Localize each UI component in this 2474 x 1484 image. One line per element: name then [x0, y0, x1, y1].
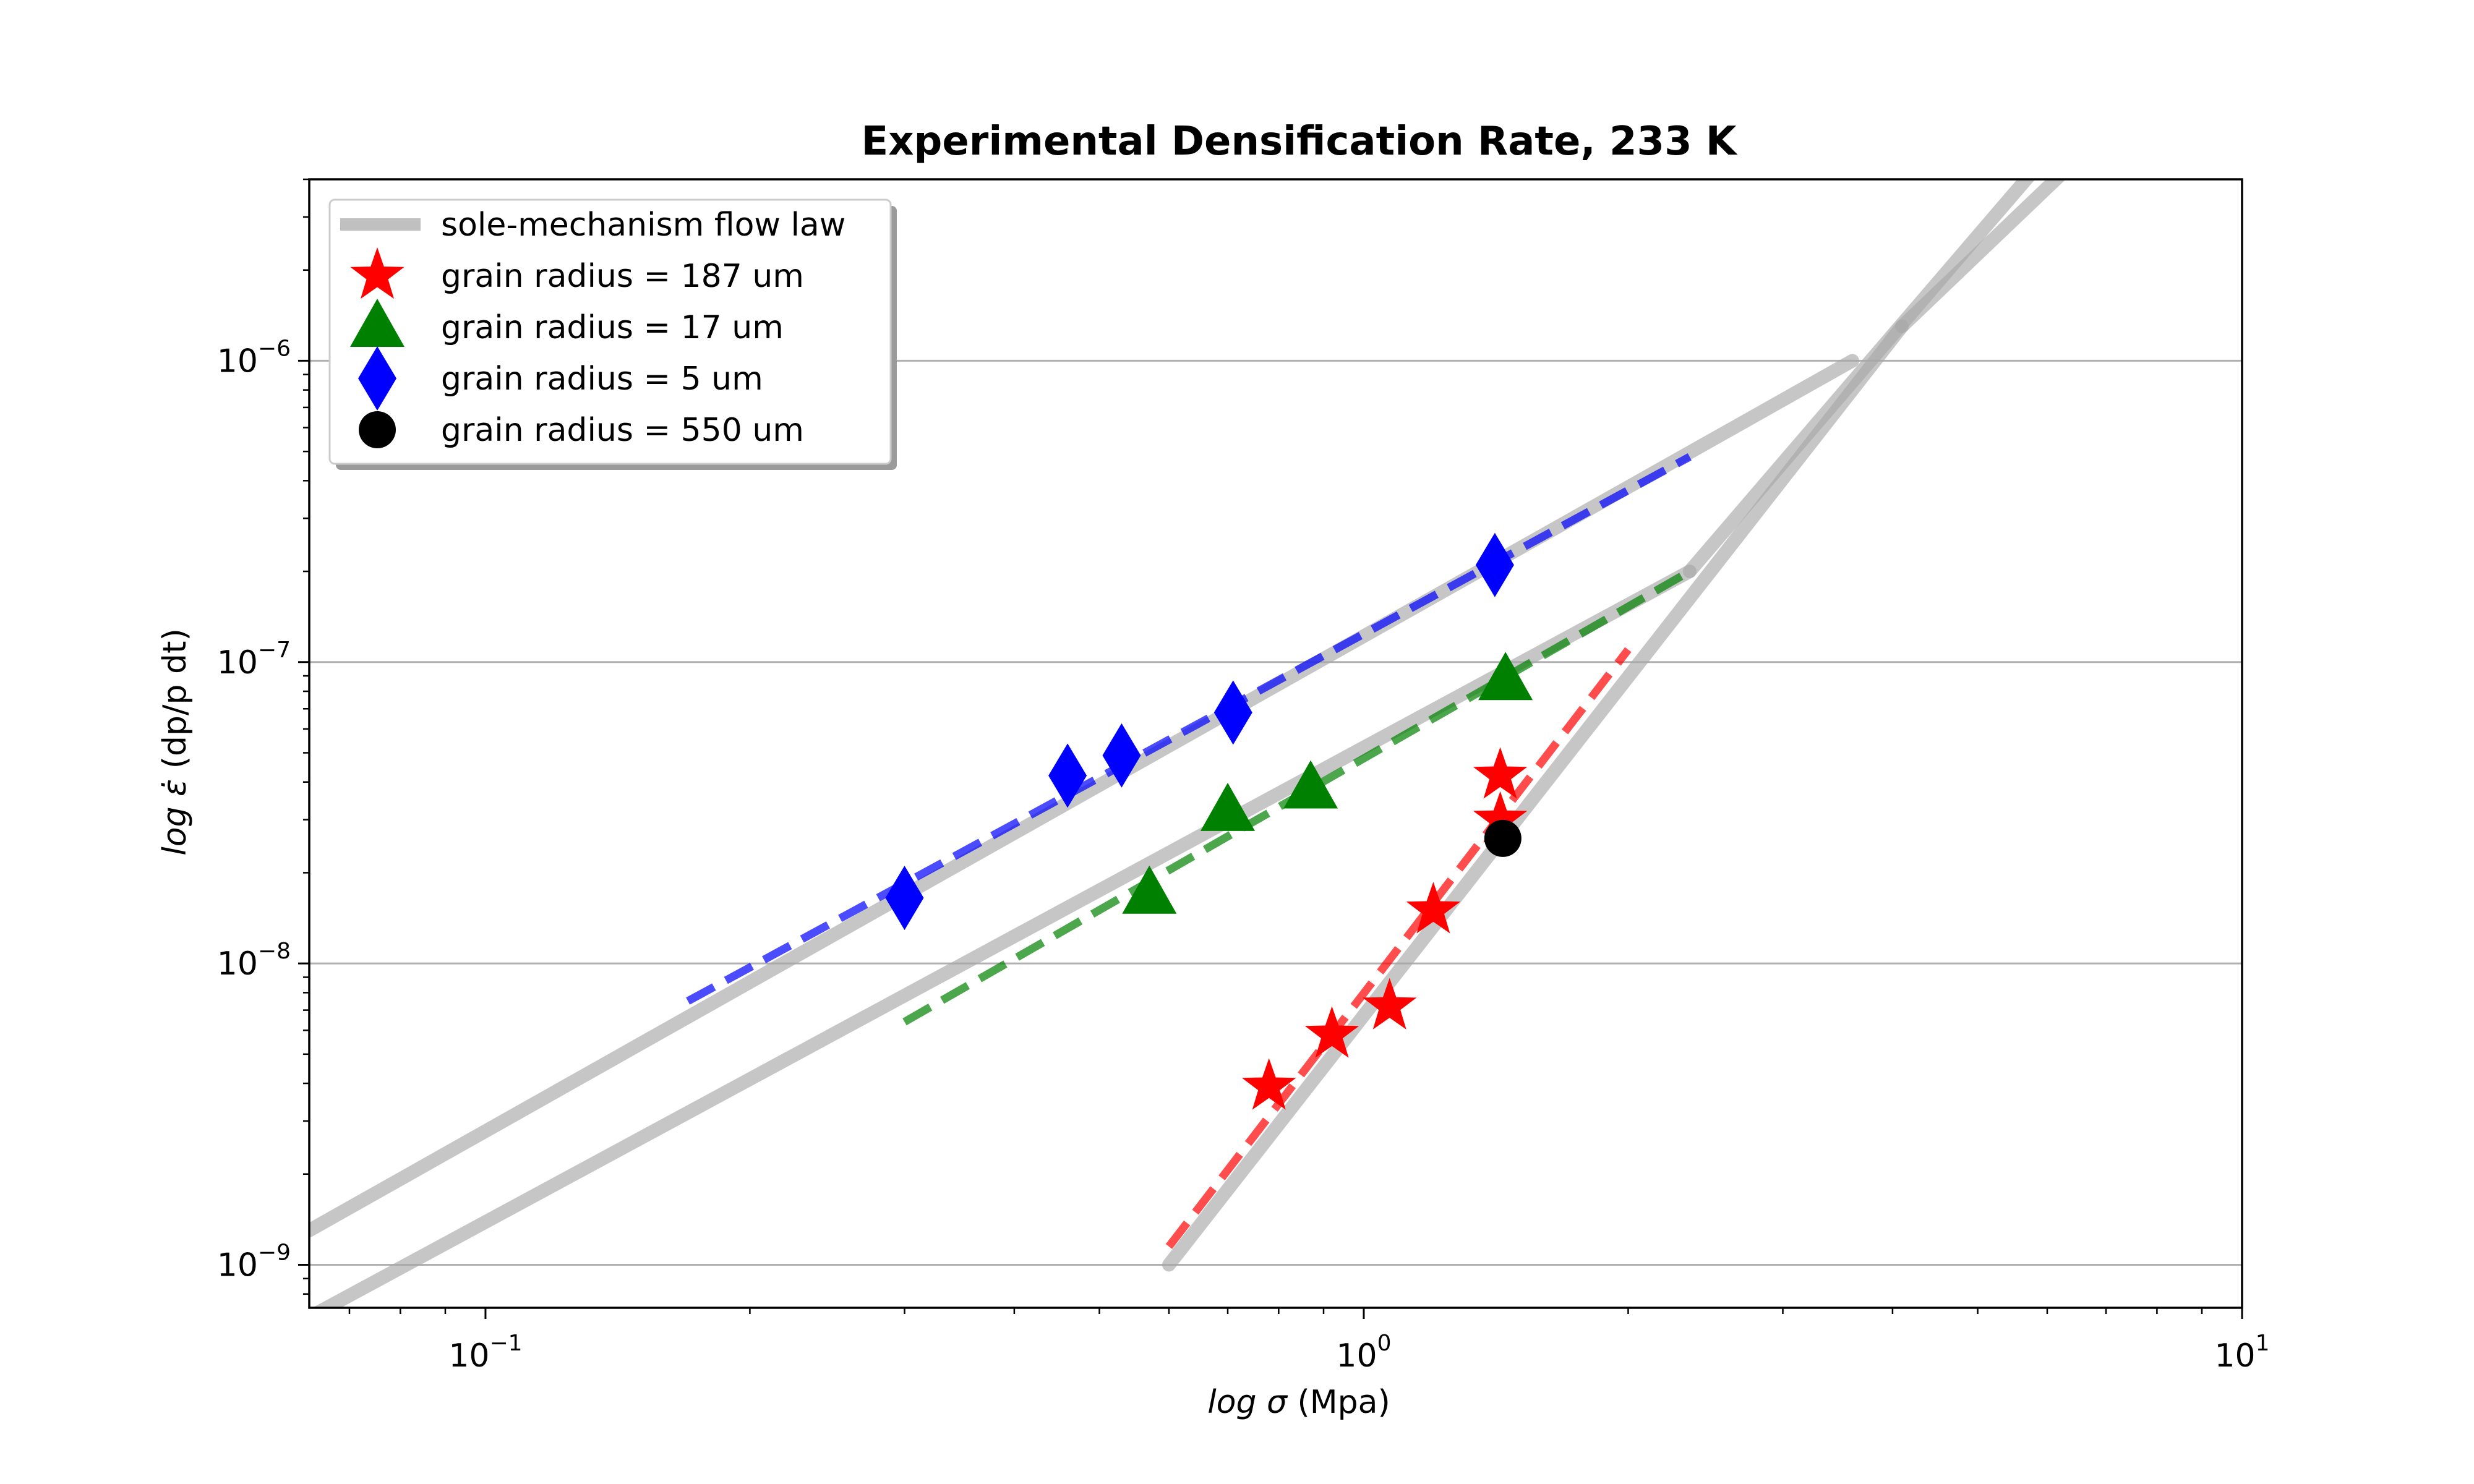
legend-series-label: grain radius = 187 um [441, 258, 804, 295]
data-points [885, 532, 1533, 1110]
fit-line [1165, 647, 1632, 1249]
legend: sole-mechanism flow law grain radius = 1… [328, 198, 897, 470]
data-point-star [1304, 1006, 1359, 1058]
y-axis-ticks: 10−910−810−710−6 [217, 178, 309, 1295]
x-axis-ticks: 10−1 100 101 [348, 1308, 2270, 1375]
y-tick-exp: −8 [258, 939, 291, 964]
y-tick-exp: −7 [258, 638, 291, 663]
y-axis-label-prefix: log [156, 806, 194, 855]
data-point-diamond [1475, 532, 1514, 597]
legend-box [328, 198, 892, 465]
y-axis-label-unit: (dp/p dt) [156, 628, 194, 769]
fit-lines [686, 453, 1692, 1249]
data-point-triangle [1478, 652, 1533, 701]
y-tick-label: 10−7 [217, 638, 291, 681]
plot-frame [308, 178, 2243, 1309]
legend-star-icon [350, 247, 404, 299]
x-tick-exp: 0 [1377, 1331, 1392, 1356]
y-tick-base: 10 [217, 945, 258, 983]
data-point-diamond [1048, 743, 1087, 808]
legend-series-label: grain radius = 17 um [441, 309, 784, 346]
flow-law-steep-b-line [1895, 179, 2066, 333]
x-tick-base: 10 [2214, 1337, 2255, 1375]
legend-diamond-icon [358, 346, 396, 411]
x-axis-label-prefix: log [1207, 1384, 1256, 1421]
legend-triangle-icon [350, 299, 404, 347]
data-point-star [1473, 791, 1528, 843]
flow-law-5um-line [309, 354, 1859, 1237]
data-point-star [1473, 747, 1528, 799]
x-tick-base: 10 [1336, 1337, 1377, 1375]
legend-series-label: grain radius = 5 um [441, 360, 763, 398]
x-tick-label: 100 [1336, 1331, 1391, 1375]
data-point-triangle [1122, 865, 1177, 914]
legend-entries: grain radius = 187 um grain radius = 17 u… [350, 247, 804, 449]
flow-law-187um-line [1162, 319, 1909, 1272]
x-tick-exp: 1 [2256, 1331, 2270, 1356]
y-axis-label-symbol: ε̇ [156, 779, 194, 796]
x-tick-label: 10−1 [448, 1331, 522, 1375]
fit-line [686, 453, 1692, 1005]
x-tick-exp: −1 [489, 1331, 522, 1356]
flow-law-lines [309, 179, 2066, 1308]
flow-law-steep-a-line [1682, 179, 2035, 579]
data-point-circle [1484, 819, 1522, 857]
x-axis-label-unit: (Mpa) [1298, 1384, 1390, 1421]
y-tick-label: 10−8 [217, 939, 291, 983]
x-axis-label: log σ (Mpa) [1207, 1384, 1390, 1421]
x-tick-base: 10 [448, 1337, 489, 1375]
y-tick-base: 10 [217, 644, 258, 681]
x-tick-label: 101 [2214, 1331, 2269, 1375]
y-tick-exp: −9 [258, 1240, 291, 1265]
y-tick-exp: −6 [258, 336, 291, 361]
legend-series-label: grain radius = 550 um [441, 412, 804, 449]
y-tick-base: 10 [217, 343, 258, 380]
chart-title: Experimental Densification Rate, 233 K [862, 119, 1738, 164]
y-axis-label: log ε̇ (dp/p dt) [156, 628, 194, 856]
data-point-diamond [1102, 723, 1141, 788]
data-point-diamond [1213, 680, 1252, 745]
legend-circle-icon [359, 411, 396, 448]
y-tick-label: 10−6 [217, 336, 291, 380]
x-axis-label-symbol: σ [1267, 1384, 1288, 1421]
data-point-triangle [1283, 760, 1338, 809]
legend-flow-law-label: sole-mechanism flow law [441, 207, 845, 244]
data-point-diamond [885, 866, 924, 931]
y-tick-label: 10−9 [217, 1240, 291, 1284]
flow-law-17um-line [312, 565, 1697, 1308]
data-point-triangle [1201, 782, 1256, 831]
y-tick-base: 10 [217, 1247, 258, 1284]
data-point-star [1242, 1058, 1296, 1110]
data-point-star [1406, 882, 1461, 934]
data-point-star [1362, 978, 1417, 1030]
